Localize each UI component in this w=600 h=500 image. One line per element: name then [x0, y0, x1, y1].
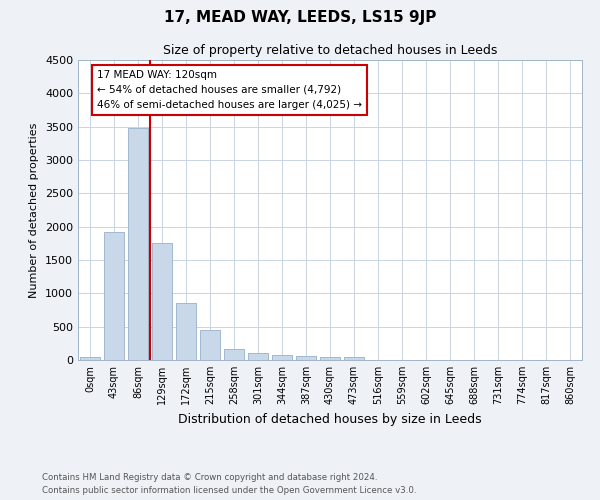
Bar: [176, 304, 196, 360]
Bar: [296, 356, 316, 360]
Bar: [272, 355, 292, 360]
Bar: [320, 358, 340, 360]
X-axis label: Distribution of detached houses by size in Leeds: Distribution of detached houses by size …: [178, 412, 482, 426]
Bar: [128, 128, 148, 360]
Bar: [80, 356, 100, 360]
Title: Size of property relative to detached houses in Leeds: Size of property relative to detached ho…: [163, 44, 497, 58]
Bar: [248, 353, 268, 360]
Text: 17 MEAD WAY: 120sqm
← 54% of detached houses are smaller (4,792)
46% of semi-det: 17 MEAD WAY: 120sqm ← 54% of detached ho…: [97, 70, 362, 110]
Bar: [224, 348, 244, 360]
Text: Contains HM Land Registry data © Crown copyright and database right 2024.
Contai: Contains HM Land Registry data © Crown c…: [42, 474, 416, 495]
Text: 17, MEAD WAY, LEEDS, LS15 9JP: 17, MEAD WAY, LEEDS, LS15 9JP: [164, 10, 436, 25]
Bar: [344, 358, 364, 360]
Bar: [104, 232, 124, 360]
Y-axis label: Number of detached properties: Number of detached properties: [29, 122, 40, 298]
Bar: [200, 330, 220, 360]
Bar: [152, 242, 172, 360]
